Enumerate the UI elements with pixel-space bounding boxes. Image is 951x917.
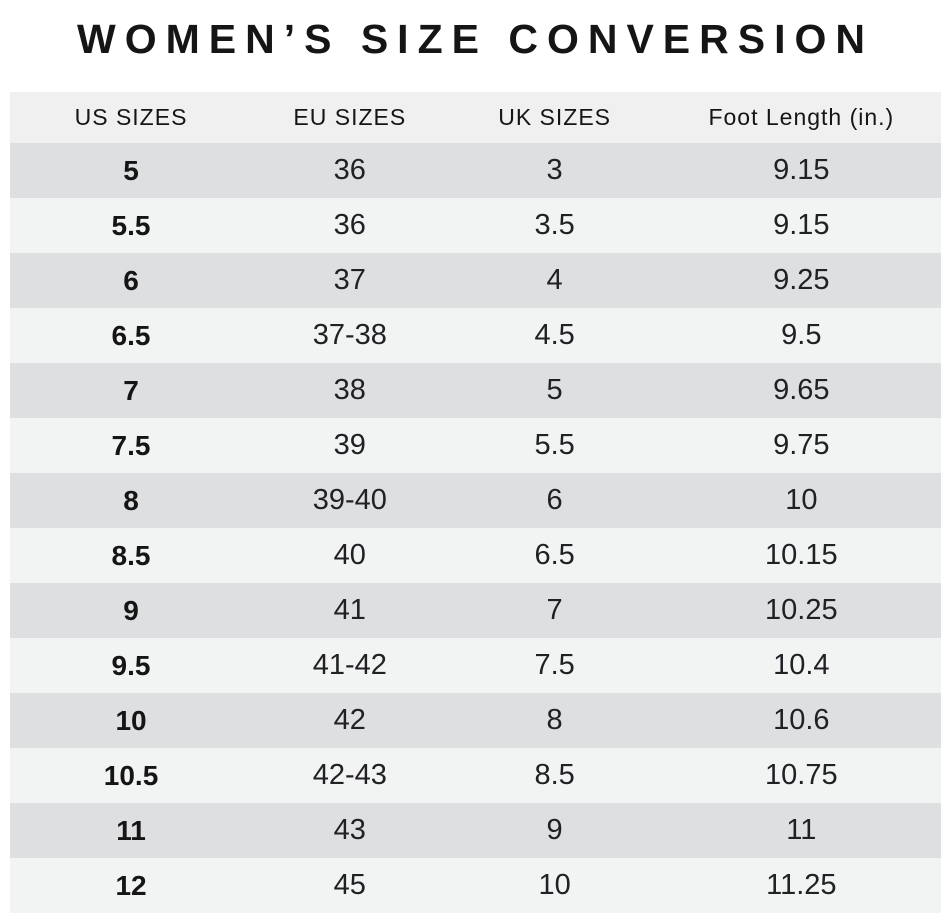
cell-eu-size: 39 <box>333 429 366 461</box>
cell-us-size: 9 <box>123 594 139 626</box>
cell-foot-length: 10 <box>785 484 818 516</box>
table-row: 5 36 3 9.15 <box>10 143 941 198</box>
header-eu-sizes: EU SIZES <box>293 104 407 130</box>
header-uk-sizes: UK SIZES <box>498 104 612 130</box>
cell-uk-size: 5.5 <box>534 429 575 461</box>
cell-uk-size: 3.5 <box>534 209 575 241</box>
cell-us-size: 5 <box>123 154 139 186</box>
cell-us-size: 11 <box>116 814 146 846</box>
table-row: 6.5 37-38 4.5 9.5 <box>10 308 941 363</box>
cell-uk-size: 6 <box>546 484 563 516</box>
cell-foot-length: 9.15 <box>773 154 830 186</box>
table-row: 9 41 7 10.25 <box>10 583 941 638</box>
cell-us-size: 10 <box>115 704 147 736</box>
cell-uk-size: 4 <box>546 264 563 296</box>
table-row: 6 37 4 9.25 <box>10 253 941 308</box>
cell-uk-size: 3 <box>546 154 563 186</box>
cell-eu-size: 41-42 <box>312 649 387 681</box>
cell-eu-size: 39-40 <box>312 484 387 516</box>
cell-uk-size: 7.5 <box>534 649 575 681</box>
cell-foot-length: 9.25 <box>773 264 830 296</box>
cell-uk-size: 10 <box>538 869 571 901</box>
table-row: 10.5 42-43 8.5 10.75 <box>10 748 941 803</box>
cell-eu-size: 37-38 <box>312 319 387 351</box>
cell-foot-length: 11.25 <box>766 869 837 901</box>
cell-us-size: 6.5 <box>111 319 151 351</box>
table-row: 7.5 39 5.5 9.75 <box>10 418 941 473</box>
table-header-row: US SIZES EU SIZES UK SIZES Foot Length (… <box>10 92 941 143</box>
cell-eu-size: 38 <box>333 374 366 406</box>
cell-eu-size: 41 <box>333 594 366 626</box>
cell-foot-length: 10.25 <box>765 594 838 626</box>
cell-foot-length: 9.15 <box>773 209 830 241</box>
cell-eu-size: 43 <box>333 814 366 846</box>
cell-foot-length: 9.65 <box>773 374 830 406</box>
cell-us-size: 6 <box>123 264 139 296</box>
table-row: 8.5 40 6.5 10.15 <box>10 528 941 583</box>
cell-uk-size: 7 <box>546 594 563 626</box>
cell-eu-size: 40 <box>333 539 366 571</box>
cell-us-size: 8.5 <box>111 539 151 571</box>
table-row: 7 38 5 9.65 <box>10 363 941 418</box>
cell-us-size: 9.5 <box>111 649 151 681</box>
cell-eu-size: 45 <box>333 869 366 901</box>
cell-uk-size: 4.5 <box>534 319 575 351</box>
cell-uk-size: 9 <box>546 814 563 846</box>
cell-us-size: 12 <box>115 869 147 901</box>
cell-foot-length: 10.15 <box>765 539 838 571</box>
cell-uk-size: 5 <box>546 374 563 406</box>
cell-uk-size: 6.5 <box>534 539 575 571</box>
table-row: 12 45 10 11.25 <box>10 858 941 913</box>
cell-eu-size: 36 <box>333 209 366 241</box>
table-row: 8 39-40 6 10 <box>10 473 941 528</box>
size-conversion-table: US SIZES EU SIZES UK SIZES Foot Length (… <box>10 92 941 913</box>
cell-eu-size: 36 <box>333 154 366 186</box>
cell-eu-size: 42 <box>333 704 366 736</box>
cell-foot-length: 10.75 <box>765 759 838 791</box>
cell-us-size: 7 <box>123 374 139 406</box>
table-row: 10 42 8 10.6 <box>10 693 941 748</box>
header-us-sizes: US SIZES <box>74 104 188 130</box>
cell-us-size: 8 <box>123 484 139 516</box>
cell-foot-length: 11 <box>786 814 817 846</box>
cell-foot-length: 9.5 <box>781 319 822 351</box>
cell-uk-size: 8.5 <box>534 759 575 791</box>
cell-us-size: 5.5 <box>111 209 151 241</box>
table-row: 9.5 41-42 7.5 10.4 <box>10 638 941 693</box>
cell-us-size: 7.5 <box>111 429 151 461</box>
cell-foot-length: 9.75 <box>773 429 830 461</box>
header-foot-length: Foot Length (in.) <box>708 104 895 130</box>
cell-uk-size: 8 <box>546 704 563 736</box>
cell-eu-size: 37 <box>333 264 366 296</box>
table-row: 5.5 36 3.5 9.15 <box>10 198 941 253</box>
page-title: WOMEN’S SIZE CONVERSION <box>77 16 874 62</box>
table-row: 11 43 9 11 <box>10 803 941 858</box>
cell-eu-size: 42-43 <box>312 759 387 791</box>
cell-us-size: 10.5 <box>103 759 159 791</box>
cell-foot-length: 10.6 <box>773 704 830 736</box>
cell-foot-length: 10.4 <box>773 649 830 681</box>
